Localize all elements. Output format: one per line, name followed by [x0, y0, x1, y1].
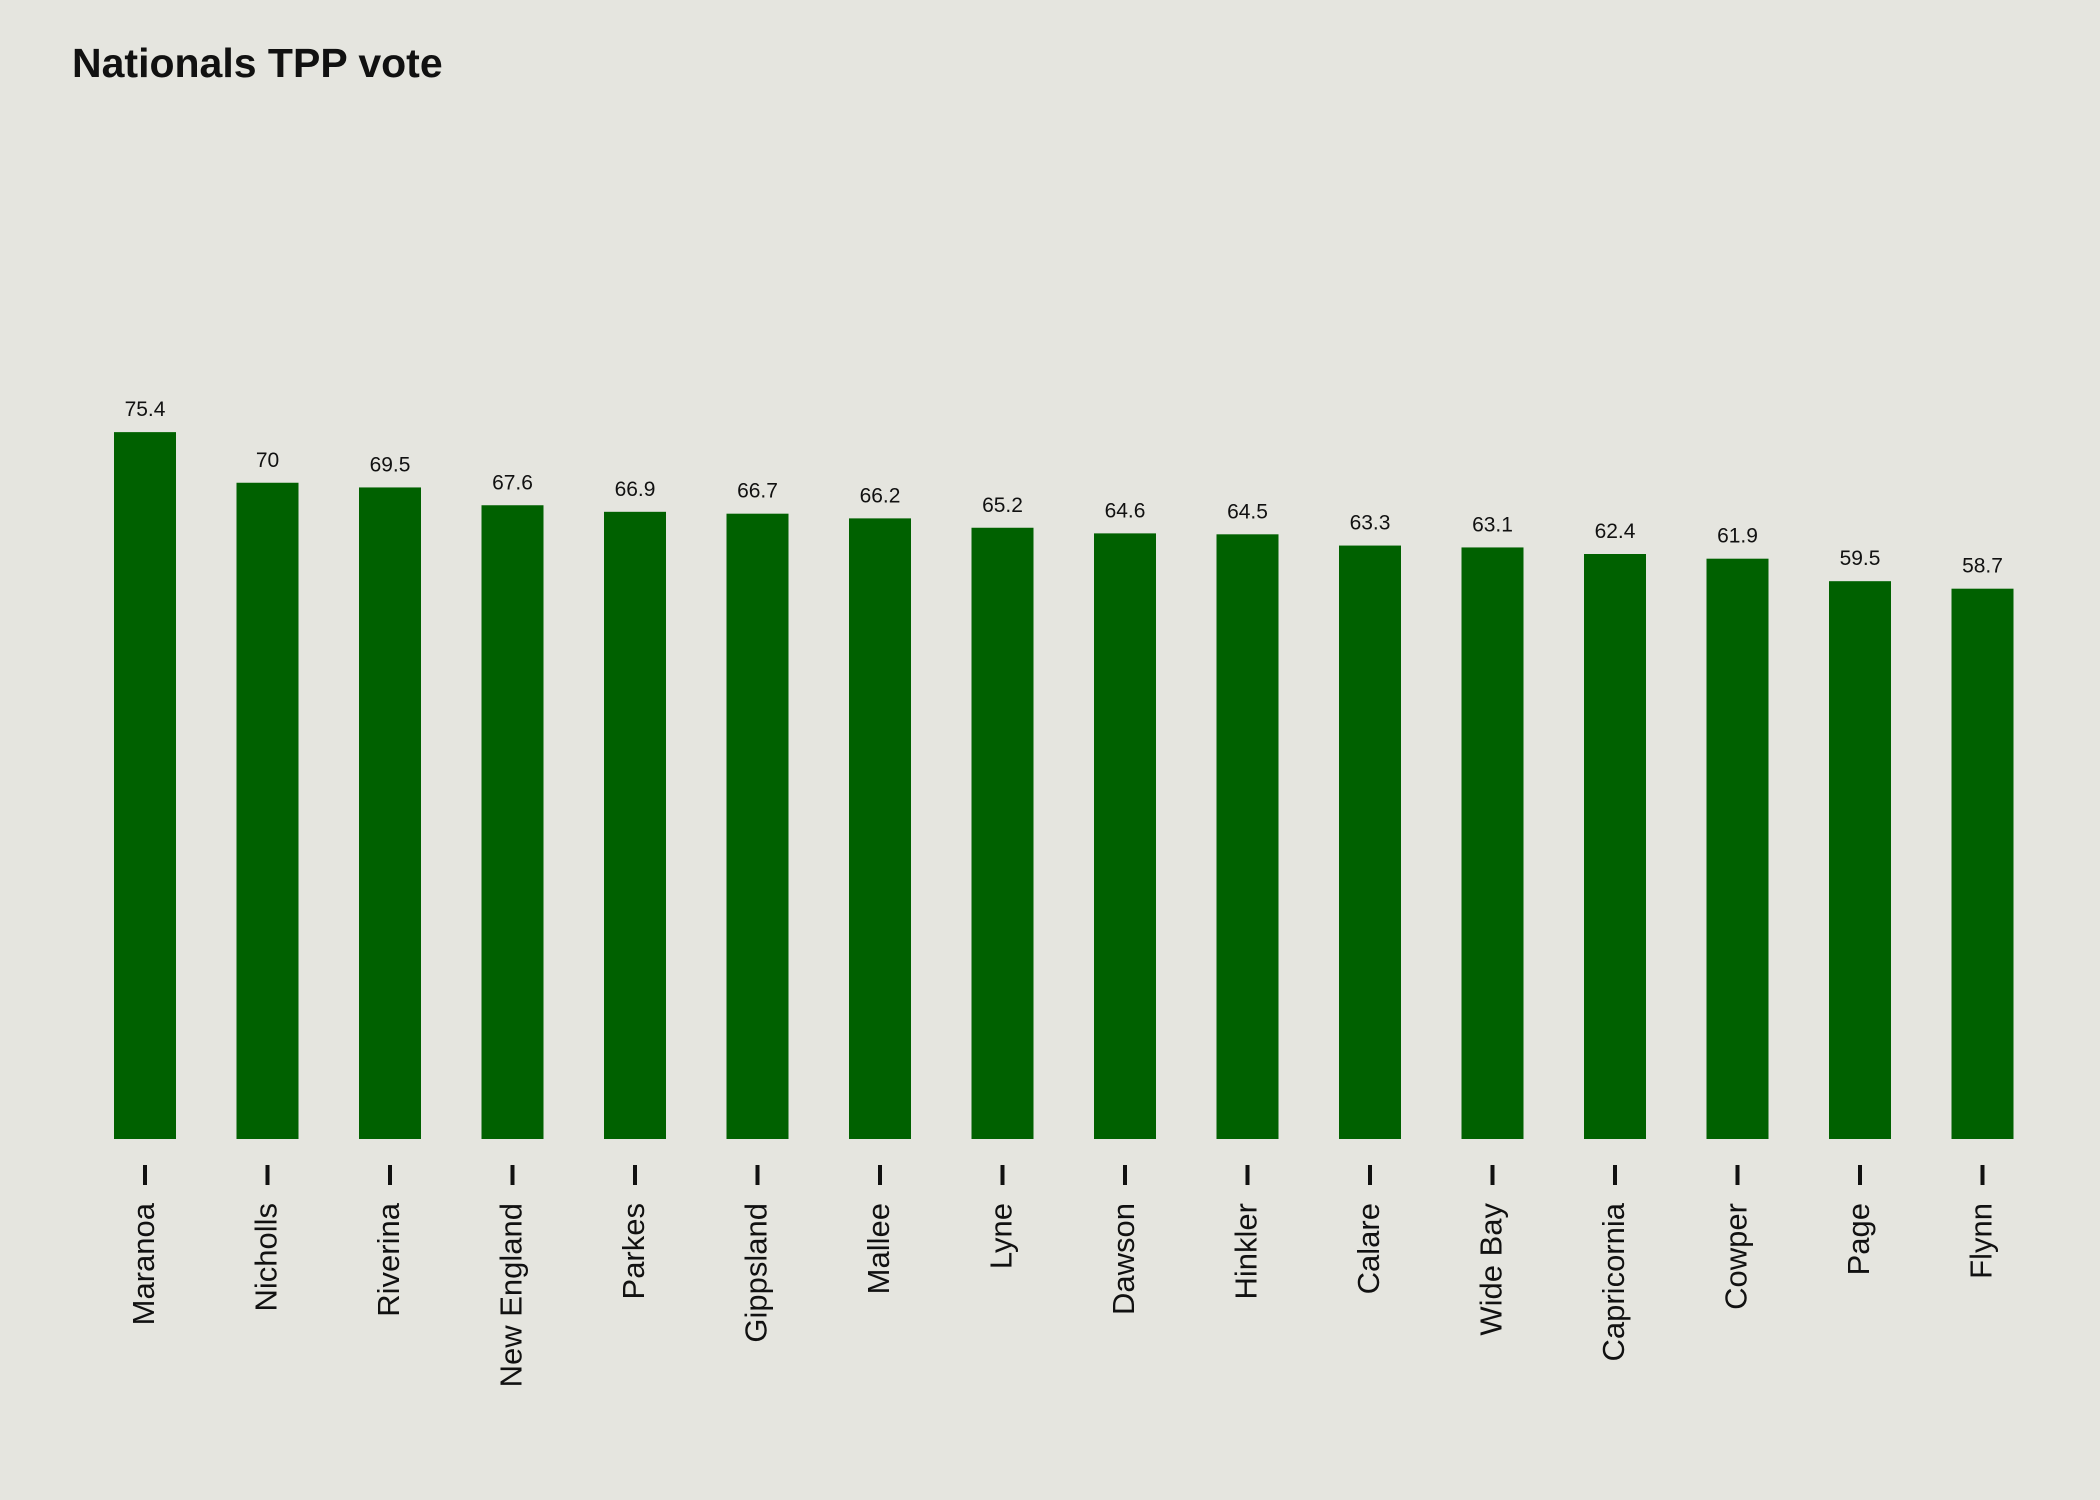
bar-capricornia	[1584, 554, 1646, 1139]
x-axis-label: Flynn	[1964, 1203, 1999, 1279]
bar-maranoa	[114, 432, 176, 1139]
value-label: 64.6	[1105, 499, 1146, 522]
x-axis-label: Nicholls	[249, 1203, 284, 1312]
x-axis-label: Wide Bay	[1474, 1203, 1509, 1336]
value-label: 63.3	[1350, 512, 1391, 535]
bars-group	[114, 432, 2014, 1139]
bar-calare	[1339, 545, 1401, 1139]
value-label: 69.5	[370, 453, 411, 476]
value-label: 66.7	[737, 480, 778, 503]
value-label: 66.2	[860, 484, 901, 507]
value-label: 66.9	[615, 478, 656, 501]
value-label: 65.2	[982, 494, 1023, 517]
x-axis-labels-group: Maranoa Nicholls Riverina New England Parkes…	[126, 1202, 1999, 1387]
value-label: 75.4	[125, 398, 166, 421]
value-label: 64.5	[1227, 500, 1268, 523]
bar-parkes	[604, 511, 666, 1139]
x-axis-label: Gippsland	[739, 1203, 774, 1343]
bar-page	[1829, 581, 1891, 1139]
value-label: 70	[256, 449, 279, 472]
x-axis-label: Maranoa	[126, 1202, 161, 1325]
bar-lyne	[971, 527, 1034, 1139]
value-labels-group: 75.4 70 69.5 67.6 66.9 66.7 66.2 65.2 64.6 64.5 63…	[125, 398, 2003, 578]
value-label: 58.7	[1962, 555, 2003, 578]
x-axis-label: Dawson	[1106, 1203, 1141, 1315]
bar-gippsland	[726, 513, 789, 1139]
x-axis-label: Page	[1841, 1203, 1876, 1275]
bar-hinkler	[1216, 534, 1279, 1139]
bar-dawson	[1094, 533, 1156, 1139]
bar-riverina	[359, 487, 421, 1139]
value-label: 61.9	[1717, 525, 1758, 548]
x-axis-label: Parkes	[616, 1203, 651, 1299]
bar-cowper	[1706, 558, 1769, 1139]
x-axis-label: Cowper	[1719, 1203, 1754, 1310]
x-axis-label: Hinkler	[1229, 1203, 1264, 1299]
x-axis-label: Capricornia	[1596, 1202, 1631, 1361]
bar-wide-bay	[1461, 547, 1524, 1139]
value-label: 59.5	[1840, 547, 1881, 570]
x-axis-label: Lyne	[984, 1203, 1019, 1269]
bar-new-england	[481, 505, 544, 1139]
value-label: 63.1	[1472, 513, 1513, 536]
x-axis-label: Mallee	[861, 1203, 896, 1294]
value-label: 67.6	[492, 471, 533, 494]
x-axis-label: Calare	[1351, 1203, 1386, 1294]
x-axis-label: New England	[494, 1203, 529, 1387]
chart-title: Nationals TPP vote	[72, 40, 443, 86]
bar-flynn	[1951, 588, 2014, 1139]
x-axis-ticks-group	[143, 1165, 1985, 1185]
bar-nicholls	[236, 482, 299, 1139]
bar-mallee	[849, 518, 911, 1139]
x-axis-label: Riverina	[371, 1202, 406, 1316]
value-label: 62.4	[1595, 520, 1636, 543]
